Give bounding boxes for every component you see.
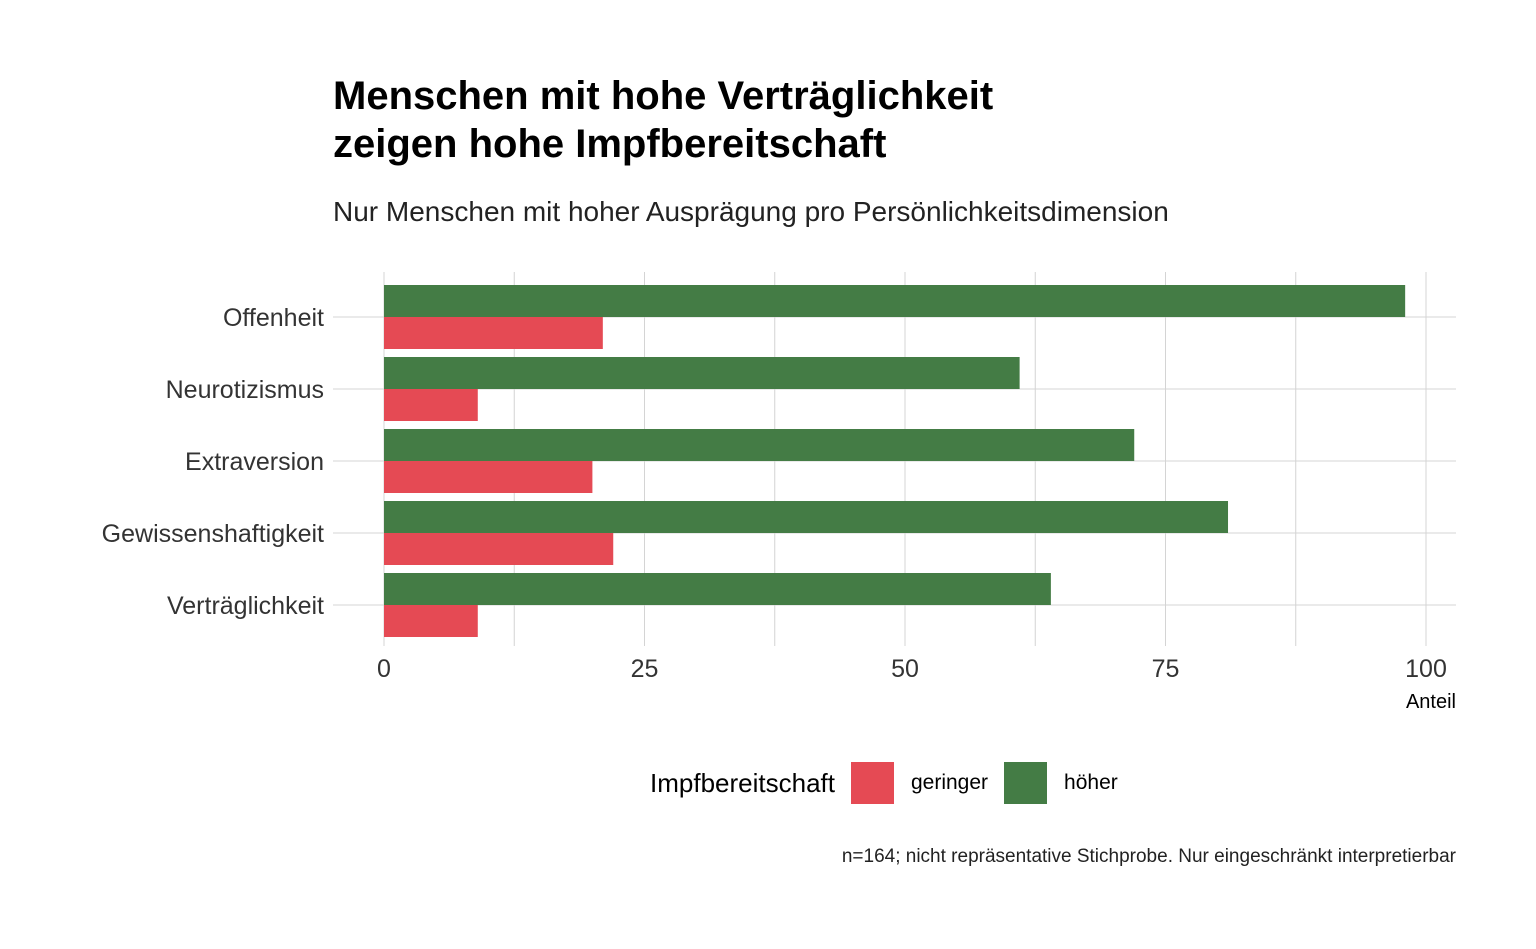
bar-hoeher-4 <box>384 573 1051 605</box>
bar-hoeher-2 <box>384 429 1135 461</box>
legend: Impfbereitschaft geringer höher <box>650 761 1134 805</box>
category-label: Extraversion <box>185 448 324 476</box>
bar-hoeher-0 <box>384 285 1406 317</box>
chart-title: Menschen mit hohe Verträglichkeit zeigen… <box>333 72 1433 168</box>
bar-geringer-1 <box>384 389 478 421</box>
x-tick-label: 50 <box>891 655 919 683</box>
chart-title-line-2: zeigen hohe Impfbereitschaft <box>333 122 887 166</box>
bar-hoeher-3 <box>384 501 1229 533</box>
x-tick-labels: 0 25 50 75 100 <box>377 655 1447 683</box>
x-tick-label: 75 <box>1152 655 1180 683</box>
category-label: Gewissenshaftigkeit <box>102 520 324 548</box>
chart-subtitle: Nur Menschen mit hoher Ausprägung pro Pe… <box>333 196 1169 227</box>
legend-item-hoeher: höher <box>1004 762 1118 804</box>
category-label: Verträglichkeit <box>167 592 324 620</box>
legend-item-geringer: geringer <box>850 762 989 804</box>
x-tick-label: 100 <box>1405 655 1447 683</box>
category-label: Offenheit <box>223 304 324 332</box>
chart-caption: n=164; nicht repräsentative Stichprobe. … <box>841 846 1456 867</box>
bar-geringer-4 <box>384 605 478 637</box>
bar-hoeher-1 <box>384 357 1020 389</box>
legend-title: Impfbereitschaft <box>650 767 835 798</box>
legend-swatch-hoeher <box>1004 762 1048 804</box>
x-tick-label: 25 <box>631 655 659 683</box>
category-labels: Offenheit Neurotizismus Extraversion Gewiss… <box>102 304 324 620</box>
legend-label-hoeher: höher <box>1064 771 1118 794</box>
bar-geringer-0 <box>384 317 603 349</box>
x-tick-label: 0 <box>377 655 391 683</box>
chart-title-line-1: Menschen mit hohe Verträglichkeit <box>333 74 994 118</box>
legend-label-geringer: geringer <box>910 771 989 794</box>
legend-swatch-geringer <box>850 762 894 804</box>
bar-geringer-3 <box>384 533 614 565</box>
bars <box>384 285 1406 637</box>
x-axis-title: Anteil <box>1406 691 1456 713</box>
bar-geringer-2 <box>384 461 593 493</box>
category-label: Neurotizismus <box>166 376 324 404</box>
